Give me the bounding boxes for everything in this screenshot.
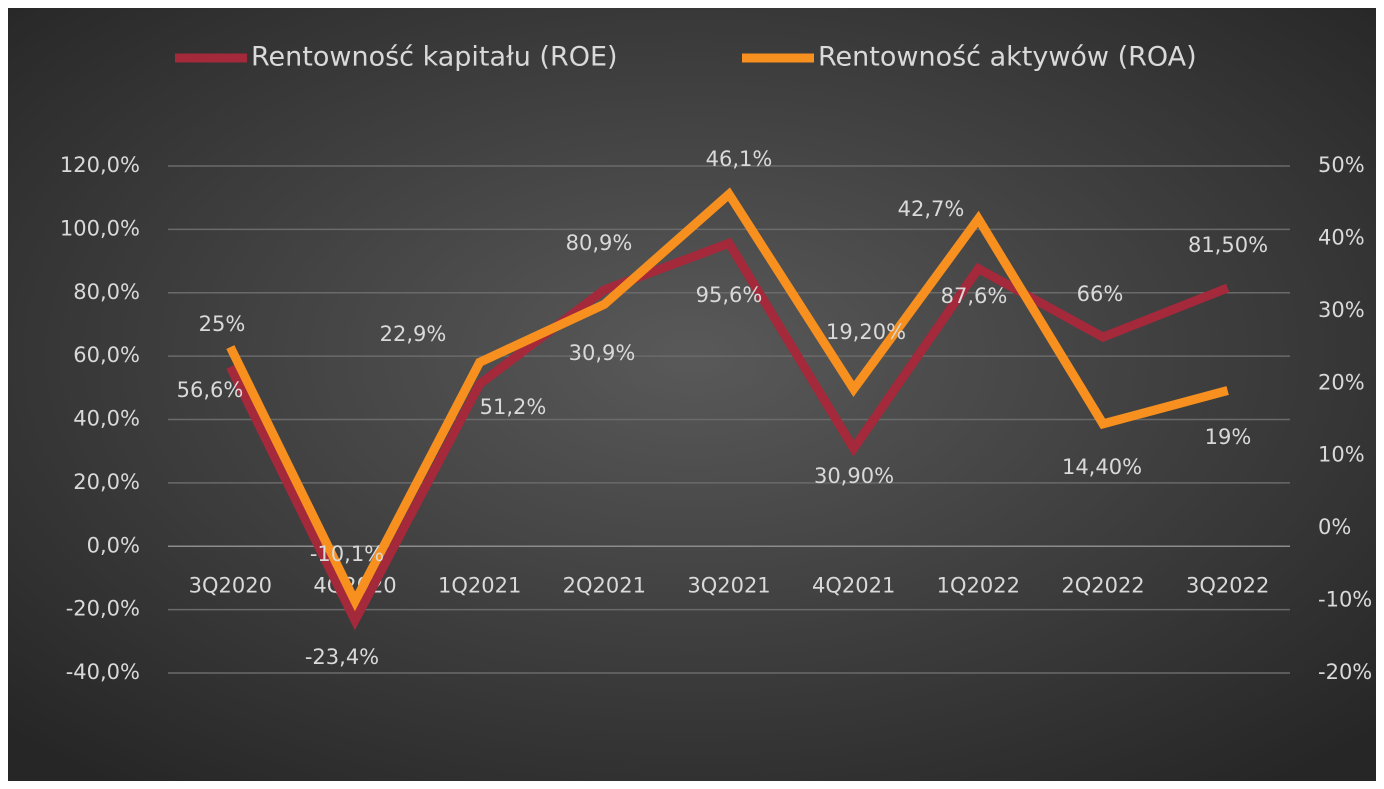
data-label: 30,9% — [569, 341, 636, 365]
x-tick-label: 1Q2021 — [438, 573, 521, 597]
y2-tick-label: 30% — [1318, 298, 1365, 322]
data-label: 22,9% — [380, 322, 447, 346]
data-label: 46,1% — [706, 147, 773, 171]
y-tick-label: 120,0% — [60, 153, 140, 177]
y2-tick-label: 50% — [1318, 153, 1365, 177]
y-tick-label: 80,0% — [73, 280, 140, 304]
series-line — [226, 187, 1229, 612]
x-tick-label: 3Q2021 — [687, 573, 770, 597]
x-tick-label: 3Q2020 — [189, 573, 272, 597]
y2-tick-label: -20% — [1318, 660, 1372, 684]
x-tick-label: 1Q2022 — [937, 573, 1020, 597]
data-label: 87,6% — [941, 284, 1008, 308]
y2-tick-label: 20% — [1318, 370, 1365, 394]
data-label: 95,6% — [696, 283, 763, 307]
y-tick-label: 0,0% — [87, 533, 140, 557]
x-tick-label: 3Q2022 — [1186, 573, 1269, 597]
data-label: 56,6% — [177, 378, 244, 402]
data-label: 42,7% — [898, 197, 965, 221]
x-tick-label: 4Q2021 — [812, 573, 895, 597]
data-label: 80,9% — [566, 231, 633, 255]
x-tick-label: 2Q2021 — [563, 573, 646, 597]
y-tick-label: -40,0% — [66, 660, 140, 684]
y-tick-label: 60,0% — [73, 343, 140, 367]
data-label: 66% — [1077, 282, 1124, 306]
data-label: 25% — [199, 312, 246, 336]
y-tick-label: -20,0% — [66, 597, 140, 621]
data-label: -10,1% — [310, 542, 384, 566]
data-label: 81,50% — [1188, 233, 1268, 257]
y-tick-label: 20,0% — [73, 470, 140, 494]
x-tick-label: 2Q2022 — [1061, 573, 1144, 597]
legend-label: Rentowność kapitału (ROE) — [251, 42, 618, 73]
data-label: 51,2% — [480, 395, 547, 419]
y-tick-label: 40,0% — [73, 407, 140, 431]
y2-tick-label: 40% — [1318, 225, 1365, 249]
data-label: 19,20% — [826, 320, 906, 344]
background — [8, 8, 1376, 781]
y2-tick-label: 0% — [1318, 515, 1351, 539]
series-line — [226, 237, 1230, 631]
y2-tick-label: -10% — [1318, 588, 1372, 612]
data-label: 14,40% — [1062, 455, 1142, 479]
y2-tick-label: 10% — [1318, 443, 1365, 467]
y-tick-label: 100,0% — [60, 216, 140, 240]
data-label: 30,90% — [814, 464, 894, 488]
data-label: 19% — [1205, 425, 1252, 449]
legend-label: Rentowność aktywów (ROA) — [818, 42, 1197, 73]
data-label: -23,4% — [305, 645, 379, 669]
